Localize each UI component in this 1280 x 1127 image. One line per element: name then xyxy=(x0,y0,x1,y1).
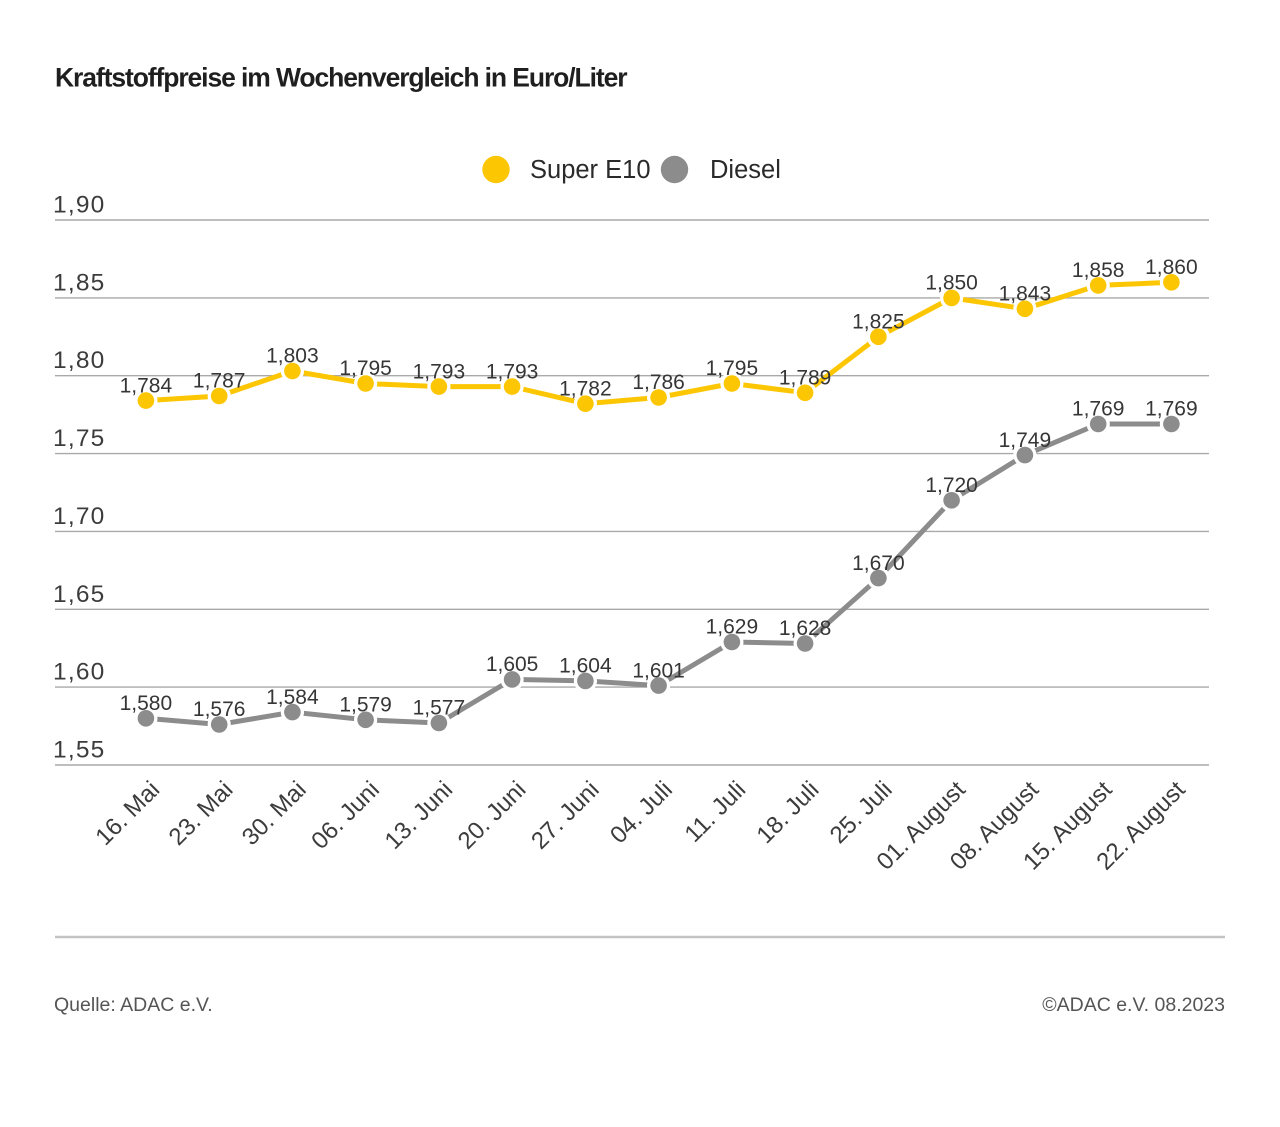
svg-text:1,784: 1,784 xyxy=(120,374,173,397)
svg-text:1,605: 1,605 xyxy=(486,653,539,676)
svg-text:1,782: 1,782 xyxy=(559,377,612,400)
svg-text:Super E10: Super E10 xyxy=(530,156,651,184)
svg-text:1,628: 1,628 xyxy=(779,617,832,640)
svg-text:1,825: 1,825 xyxy=(852,311,905,334)
svg-text:1,85: 1,85 xyxy=(53,269,105,296)
svg-text:1,786: 1,786 xyxy=(632,371,685,394)
svg-text:1,850: 1,850 xyxy=(925,272,978,295)
svg-text:1,793: 1,793 xyxy=(413,360,466,383)
svg-text:1,629: 1,629 xyxy=(706,616,759,639)
svg-text:1,795: 1,795 xyxy=(706,357,759,380)
svg-text:1,795: 1,795 xyxy=(339,357,392,380)
svg-text:©ADAC e.V. 08.2023: ©ADAC e.V. 08.2023 xyxy=(1042,994,1225,1016)
svg-text:1,70: 1,70 xyxy=(53,503,105,530)
svg-text:1,789: 1,789 xyxy=(779,367,832,390)
svg-text:1,860: 1,860 xyxy=(1145,256,1198,279)
svg-text:1,65: 1,65 xyxy=(53,581,105,608)
svg-text:Kraftstoffpreise im Wochenverg: Kraftstoffpreise im Wochenvergleich in E… xyxy=(55,63,627,93)
svg-text:1,803: 1,803 xyxy=(266,345,319,368)
svg-text:1,769: 1,769 xyxy=(1145,398,1198,421)
svg-text:1,793: 1,793 xyxy=(486,360,539,383)
svg-text:1,843: 1,843 xyxy=(999,283,1052,306)
svg-text:1,75: 1,75 xyxy=(53,425,105,452)
svg-text:1,670: 1,670 xyxy=(852,552,905,575)
svg-text:1,720: 1,720 xyxy=(925,474,978,497)
svg-text:1,584: 1,584 xyxy=(266,686,319,709)
svg-text:1,580: 1,580 xyxy=(120,692,173,715)
svg-text:1,90: 1,90 xyxy=(53,192,105,219)
svg-text:1,769: 1,769 xyxy=(1072,398,1125,421)
svg-text:Diesel: Diesel xyxy=(710,156,781,184)
svg-text:1,576: 1,576 xyxy=(193,698,246,721)
svg-text:1,858: 1,858 xyxy=(1072,259,1125,282)
svg-text:1,55: 1,55 xyxy=(53,737,105,764)
svg-text:Quelle: ADAC e.V.: Quelle: ADAC e.V. xyxy=(54,994,213,1016)
svg-text:1,577: 1,577 xyxy=(413,697,466,720)
svg-text:1,787: 1,787 xyxy=(193,370,246,393)
svg-text:1,601: 1,601 xyxy=(632,659,685,682)
svg-text:1,579: 1,579 xyxy=(339,694,392,717)
svg-text:1,749: 1,749 xyxy=(999,429,1052,452)
svg-text:1,604: 1,604 xyxy=(559,655,612,678)
svg-text:1,60: 1,60 xyxy=(53,659,105,686)
svg-text:1,80: 1,80 xyxy=(53,347,105,374)
